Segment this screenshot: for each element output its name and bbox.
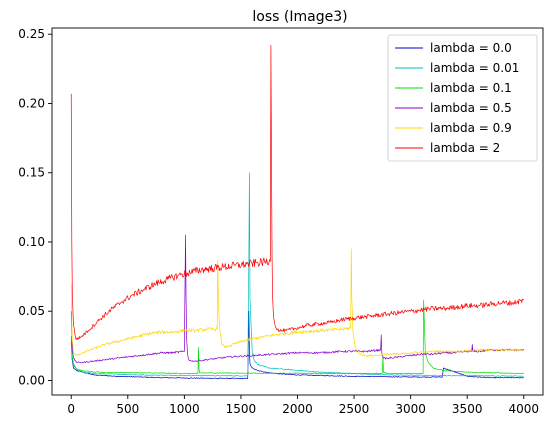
legend-label: lambda = 0.1 — [430, 81, 512, 95]
series-line-0 — [70, 310, 524, 380]
series-line-5 — [70, 44, 525, 340]
y-tick-label: 0.10 — [18, 235, 45, 249]
x-tick-label: 4000 — [508, 402, 539, 416]
legend-box — [387, 34, 538, 162]
axes: 0 500 1000 1500 2000 2500 3000 3500 4000 0.00 0.05… — [18, 27, 544, 416]
legend-label: lambda = 0.5 — [430, 101, 512, 115]
x-tick-label: 500 — [116, 402, 139, 416]
chart-title: loss (Image3) — [252, 9, 347, 25]
x-tick-label: 3500 — [452, 402, 483, 416]
series-line-2 — [70, 299, 524, 375]
series-line-1 — [70, 172, 524, 377]
x-tick-label: 1500 — [226, 402, 257, 416]
x-tick-label: 1000 — [169, 402, 200, 416]
x-tick-label: 0 — [67, 402, 75, 416]
x-tick-label: 3000 — [395, 402, 426, 416]
series-line-3 — [70, 234, 525, 364]
y-tick-label: 0.00 — [18, 373, 45, 387]
plot-area — [70, 44, 525, 380]
y-tick-label: 0.15 — [18, 166, 45, 180]
legend-label: lambda = 0.01 — [430, 61, 519, 75]
series-line-4 — [70, 248, 524, 357]
legend-label: lambda = 0.9 — [430, 121, 512, 135]
legend: lambda = 0.0 lambda = 0.01 lambda = 0.1 lam… — [387, 34, 538, 162]
y-tick-label: 0.25 — [18, 27, 45, 41]
y-tick-label: 0.20 — [18, 96, 45, 110]
x-tick-label: 2500 — [339, 402, 370, 416]
legend-label: lambda = 0.0 — [430, 41, 512, 55]
x-tick-label: 2000 — [282, 402, 313, 416]
y-tick-label: 0.05 — [18, 304, 45, 318]
legend-label: lambda = 2 — [430, 141, 500, 155]
